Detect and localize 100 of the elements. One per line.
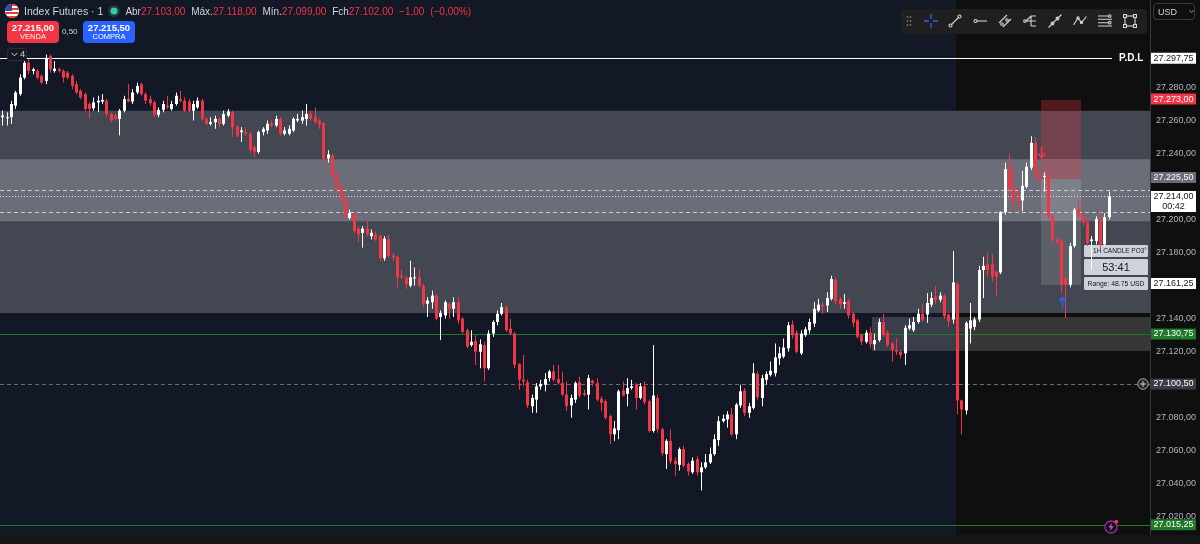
- y-tick-label: 27.120,00: [1156, 346, 1197, 357]
- candlestick: [1008, 153, 1011, 201]
- candlestick: [1043, 172, 1046, 193]
- candlestick: [665, 438, 668, 470]
- candlestick: [960, 399, 963, 435]
- candlestick: [830, 275, 833, 302]
- candlestick: [986, 252, 989, 278]
- candlestick: [891, 341, 894, 363]
- candlestick: [418, 268, 421, 288]
- candlestick: [926, 292, 929, 324]
- indicator-toggle: 4: [7, 48, 27, 61]
- candlestick: [249, 131, 252, 155]
- candlestick: [526, 379, 529, 409]
- y-tick-label: 27.060,00: [1156, 445, 1197, 456]
- candlestick: [466, 328, 469, 349]
- candlestick: [774, 342, 777, 377]
- candlestick: [379, 233, 382, 262]
- candlestick: [1021, 170, 1024, 212]
- candlestick: [439, 309, 442, 341]
- candlestick: [1090, 235, 1093, 270]
- candlestick: [782, 338, 785, 359]
- candlestick: [361, 225, 364, 249]
- candlestick: [483, 341, 486, 382]
- candlestick: [878, 318, 881, 343]
- candlestick: [396, 255, 399, 288]
- y-tick-label: 27.080,00: [1156, 412, 1197, 423]
- candlestick: [743, 387, 746, 417]
- text: 27.273,00: [1153, 93, 1194, 104]
- candlestick: [49, 53, 52, 74]
- candlestick: [682, 445, 685, 468]
- candlestick: [756, 371, 759, 401]
- text: 27.161,25: [1153, 278, 1194, 289]
- candlestick: [934, 285, 937, 305]
- annotation: 4: [20, 48, 26, 60]
- candlestick: [409, 260, 412, 288]
- annotation: 27.215,00: [11, 22, 55, 34]
- candlestick: [305, 103, 308, 126]
- candlestick: [813, 301, 816, 328]
- candlestick: [6, 111, 9, 126]
- candlestick: [943, 293, 946, 320]
- candlestick: [426, 296, 429, 318]
- candlestick: [518, 362, 521, 391]
- candlestick: [257, 129, 260, 155]
- candlestick: [847, 298, 850, 320]
- candlestick: [596, 377, 599, 402]
- candlestick: [1095, 215, 1098, 245]
- annotation: 0,50: [62, 27, 78, 36]
- text: 27.225,50: [1153, 171, 1194, 182]
- candlestick: [991, 253, 994, 283]
- text: 27.100,50: [1153, 378, 1194, 389]
- candlestick: [105, 98, 108, 118]
- candlestick: [1108, 191, 1111, 221]
- candlestick: [557, 364, 560, 386]
- candlestick: [661, 427, 664, 457]
- y-tick-label: 27.240,00: [1156, 148, 1197, 159]
- candlestick: [23, 60, 26, 80]
- candlestick: [739, 384, 742, 409]
- candlestick: [561, 371, 564, 397]
- candlestick: [1017, 189, 1020, 212]
- candlestick: [479, 338, 482, 369]
- text: 27.015,25: [1153, 519, 1194, 530]
- candlestick: [535, 382, 538, 414]
- candlestick: [387, 233, 390, 259]
- candlestick: [869, 326, 872, 349]
- candlestick: [279, 116, 282, 136]
- candlestick: [444, 300, 447, 320]
- y-tick-label: 27.020,00: [1156, 511, 1197, 522]
- text: Index Futures · 1: [24, 5, 104, 17]
- candlestick: [696, 455, 699, 477]
- candlestick: [635, 382, 638, 411]
- candlestick: [435, 293, 438, 321]
- candlestick: [609, 413, 612, 445]
- candlestick: [422, 283, 425, 308]
- candlestick: [201, 98, 204, 122]
- candlestick: [587, 374, 590, 411]
- y-tick-label: 27.140,00: [1156, 313, 1197, 324]
- ref-line-label: P.D.L: [1119, 52, 1144, 64]
- candlestick: [700, 461, 703, 491]
- text: 27.130,75: [1153, 328, 1194, 339]
- candlestick: [452, 296, 455, 318]
- candlestick: [787, 321, 790, 353]
- candlestick: [84, 91, 87, 112]
- y-tick-label: 27.260,00: [1156, 115, 1197, 126]
- candlestick: [643, 380, 646, 406]
- candlestick: [383, 235, 386, 262]
- candlestick: [353, 210, 356, 234]
- annotation: 53:41: [1084, 259, 1148, 275]
- candlestick: [982, 256, 985, 299]
- text: 27.297,75: [1153, 52, 1194, 63]
- candlestick: [192, 100, 195, 122]
- candlestick: [674, 456, 677, 477]
- candlestick: [761, 374, 764, 407]
- candlestick: [118, 108, 121, 136]
- candlestick: [1077, 197, 1080, 219]
- candlestick: [678, 446, 681, 472]
- candlestick: [574, 380, 577, 404]
- candlestick: [578, 375, 581, 399]
- candlestick: [800, 329, 803, 356]
- candlestick: [505, 304, 508, 333]
- candlestick: [231, 110, 234, 138]
